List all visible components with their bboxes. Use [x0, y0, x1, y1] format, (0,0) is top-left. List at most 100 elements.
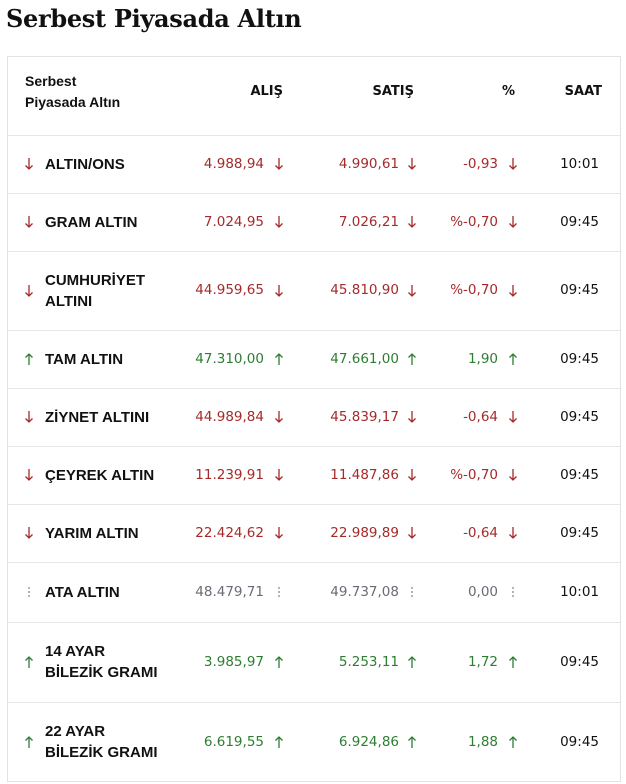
item-name: ÇEYREK ALTIN — [45, 466, 155, 484]
trend-icon — [275, 411, 283, 423]
price-value: 4.988,94 — [203, 155, 264, 172]
time-value: 10:01 — [560, 155, 599, 172]
trend-icon — [509, 656, 517, 668]
trend-icon — [509, 736, 517, 748]
trend-icon — [25, 216, 33, 228]
item-name: TAM ALTIN — [45, 350, 124, 368]
trend-icon — [28, 587, 30, 597]
row-divider — [8, 562, 620, 563]
item-name: ALTIN/ONS — [45, 155, 125, 173]
trend-icon — [25, 736, 33, 748]
trend-icon — [25, 353, 33, 365]
price-value: 49.737,08 — [330, 583, 399, 600]
price-value: 7.026,21 — [338, 213, 399, 230]
column-header: SATIŞ — [372, 84, 414, 99]
column-header: Serbest Piyasada Altın — [25, 73, 121, 110]
trend-icon — [275, 353, 283, 365]
row-divider — [8, 388, 620, 389]
item-name: CUMHURİYET ALTINI — [45, 271, 145, 310]
trend-icon — [509, 411, 517, 423]
row-divider — [8, 330, 620, 331]
row-divider — [8, 251, 620, 252]
item-name: YARIM ALTIN — [45, 524, 139, 542]
price-value: -0,64 — [463, 408, 498, 425]
item-name: 22 AYAR BİLEZİK GRAMI — [45, 723, 158, 761]
item-name: ZİYNET ALTINI — [45, 408, 150, 426]
price-value: 22.424,62 — [195, 524, 264, 541]
trend-icon — [275, 158, 283, 170]
price-value: 3.985,97 — [203, 653, 264, 670]
trend-icon — [408, 158, 416, 170]
price-value: -0,93 — [463, 155, 498, 172]
price-value: 48.479,71 — [195, 583, 264, 600]
time-value: 09:45 — [560, 213, 599, 230]
trend-icon — [25, 411, 33, 423]
time-value: 09:45 — [560, 350, 599, 367]
trend-icon — [408, 411, 416, 423]
row-divider — [8, 135, 620, 136]
price-value: %-0,70 — [450, 213, 498, 230]
trend-icon — [275, 736, 283, 748]
column-header: ALIŞ — [250, 84, 283, 99]
item-name: ATA ALTIN — [45, 583, 120, 601]
price-value: 44.989,84 — [195, 408, 264, 425]
trend-icon — [275, 656, 283, 668]
trend-icon — [278, 587, 280, 597]
price-value: 44.959,65 — [195, 282, 264, 298]
price-value: 47.661,00 — [330, 350, 399, 367]
price-value: 1,88 — [467, 733, 498, 750]
trend-icon — [275, 216, 283, 228]
row-divider — [8, 446, 620, 447]
price-value: 6.924,86 — [338, 733, 399, 750]
price-value: 0,00 — [467, 583, 498, 600]
trend-icon — [509, 353, 517, 365]
row-divider — [8, 702, 620, 703]
time-value: 09:45 — [560, 733, 599, 750]
price-value: %-0,70 — [450, 466, 498, 483]
trend-icon — [275, 527, 283, 539]
trend-icon — [25, 469, 33, 481]
price-value: 11.487,86 — [330, 466, 399, 483]
trend-icon — [25, 158, 33, 170]
page-title: Serbest Piyasada Altın — [6, 4, 302, 33]
row-divider — [8, 193, 620, 194]
price-table: Serbest Piyasada Altın ALIŞ SATIŞ% SAAT ALTI… — [7, 56, 621, 782]
trend-icon — [25, 656, 33, 668]
column-header: % — [501, 84, 515, 99]
price-value: 47.310,00 — [195, 350, 264, 367]
trend-icon — [25, 284, 33, 297]
price-value: 5.253,11 — [338, 653, 399, 670]
trend-icon — [411, 587, 413, 597]
trend-icon — [509, 284, 517, 297]
item-name: GRAM ALTIN — [45, 213, 138, 231]
price-value: %-0,70 — [450, 282, 498, 298]
trend-icon — [275, 284, 283, 297]
trend-icon — [408, 469, 416, 481]
time-value: 09:45 — [560, 653, 599, 670]
price-value: 45.810,90 — [330, 282, 399, 298]
price-value: -0,64 — [463, 524, 498, 541]
trend-icon — [408, 656, 416, 668]
row-divider — [8, 622, 620, 623]
price-value: 22.989,89 — [330, 524, 399, 541]
trend-icon — [408, 527, 416, 539]
time-value: 09:45 — [560, 524, 599, 541]
trend-icon — [408, 284, 416, 297]
trend-icon — [509, 469, 517, 481]
price-value: 6.619,55 — [203, 733, 264, 750]
price-value: 4.990,61 — [338, 155, 399, 172]
price-value: 7.024,95 — [203, 213, 264, 230]
time-value: 09:45 — [560, 282, 599, 298]
time-value: 10:01 — [560, 583, 599, 600]
price-value: 11.239,91 — [195, 466, 264, 483]
trend-icon — [509, 216, 517, 228]
price-value: 1,72 — [467, 653, 498, 670]
time-value: 09:45 — [560, 466, 599, 483]
trend-icon — [408, 353, 416, 365]
time-value: 09:45 — [560, 408, 599, 425]
row-divider — [8, 504, 620, 505]
item-name: 14 AYAR BİLEZİK GRAMI — [45, 643, 158, 681]
trend-icon — [25, 527, 33, 539]
price-value: 45.839,17 — [330, 408, 399, 425]
